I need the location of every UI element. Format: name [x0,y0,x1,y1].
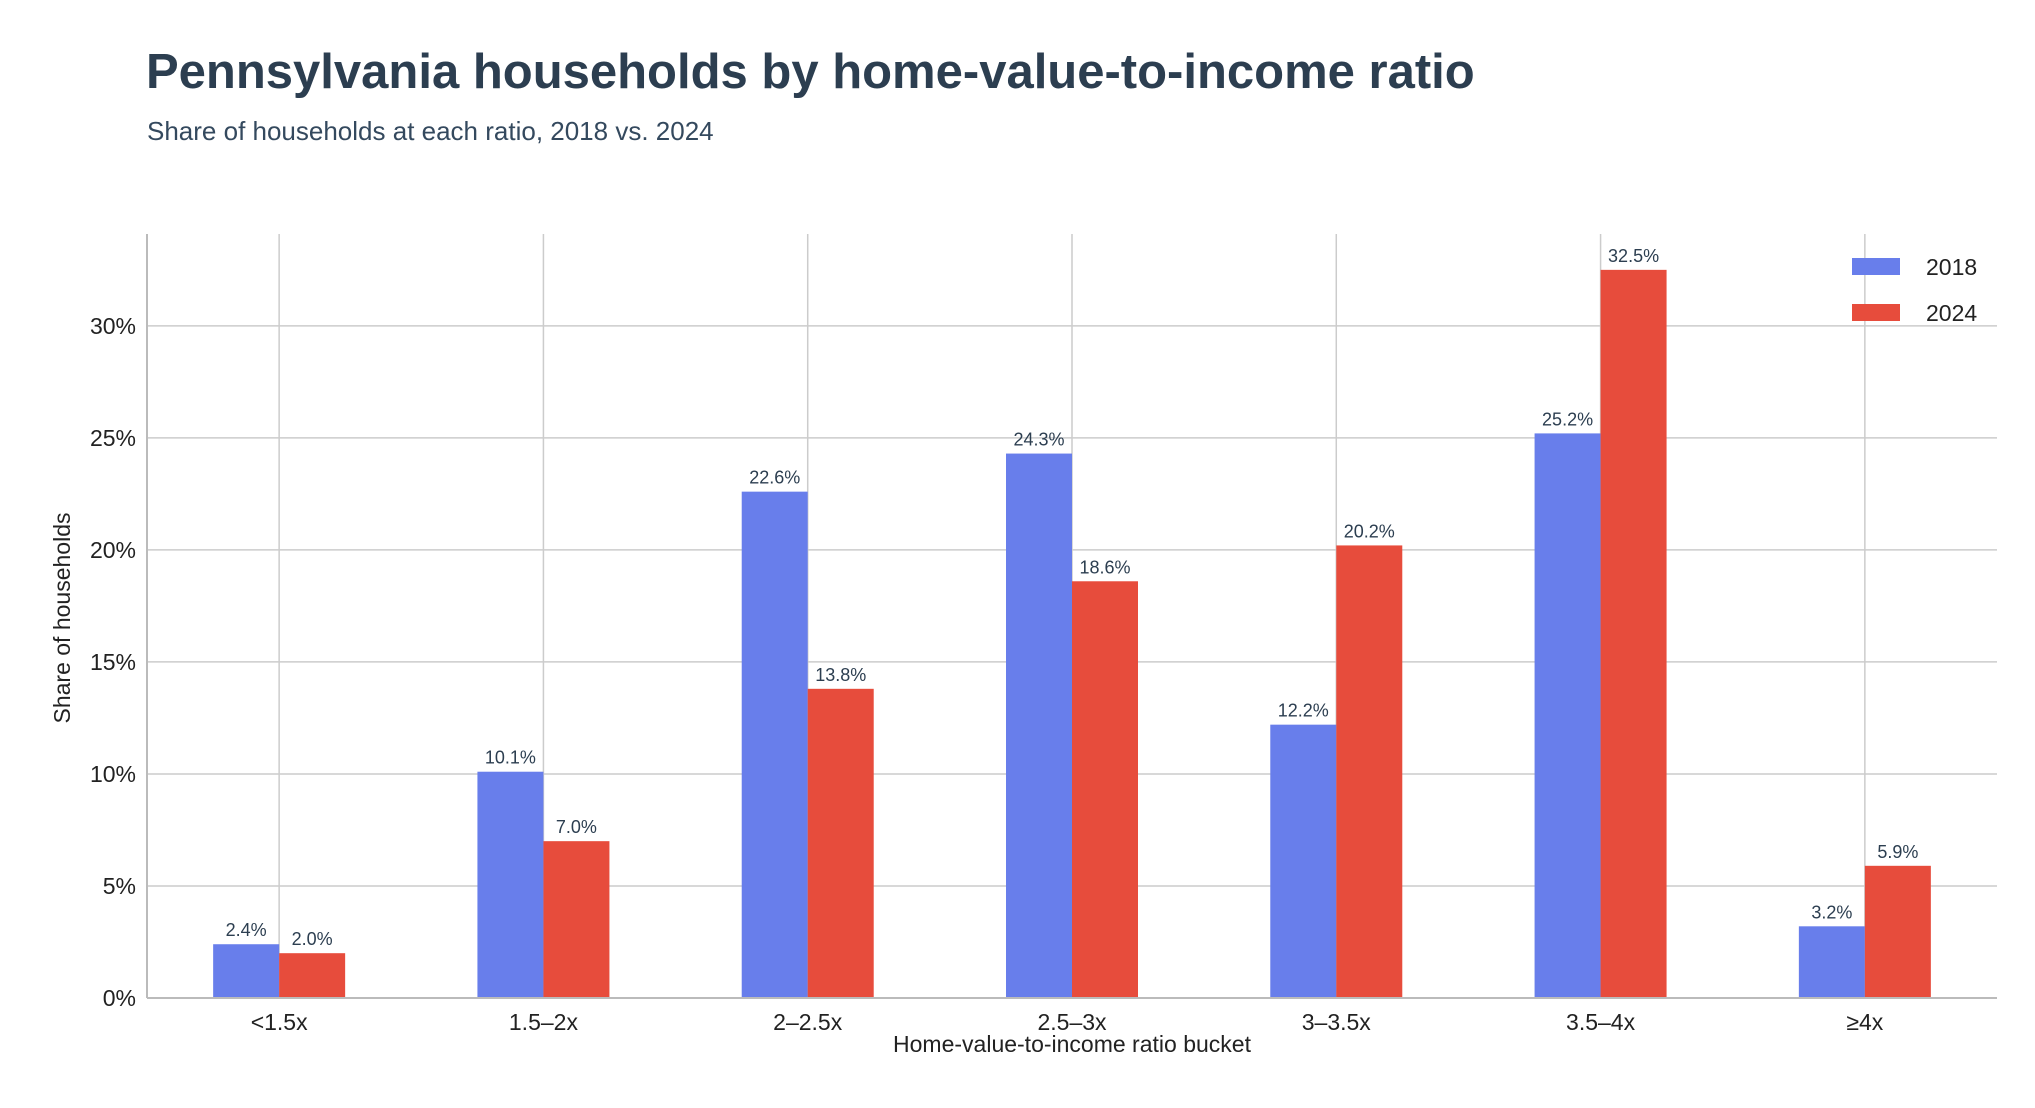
bar-2018 [1270,724,1337,998]
bar-2024 [807,688,874,998]
data-labels: 2.4% 10.1% 22.6% 24.3% 12.2% 25.2% 3.2% 2.0% 7.0… [226,246,1919,949]
bar-2018 [1006,453,1072,998]
bar-2024 [1864,865,1931,998]
data-label: 20.2% [1344,521,1395,541]
bars [213,269,1931,999]
legend-label: 2018 [1926,254,1977,280]
data-label: 22.6% [749,468,800,488]
data-label: 12.2% [1278,701,1329,721]
data-label: 2.4% [226,920,267,940]
data-label: 7.0% [556,817,597,837]
axes: 0% 5% 10% 15% 20% 25% 30% <1.5x 1.5–2x 2–2.5x 2.5–… [90,234,1997,1035]
legend-swatch [1852,258,1900,275]
data-label: 13.8% [815,665,866,685]
x-tick-label: 1.5–2x [509,1009,579,1035]
data-label: 32.5% [1608,246,1659,266]
bar-2018 [477,771,544,998]
data-label: 3.2% [1811,902,1852,922]
bar-2018 [741,491,808,998]
bar-2024 [1336,545,1403,998]
legend-swatch [1852,304,1900,321]
bar-2018 [1534,433,1601,999]
legend: 2018 2024 [1852,254,1977,326]
y-tick-label: 20% [90,537,136,563]
y-axis-label: Share of households [49,513,75,724]
y-tick-label: 10% [90,761,136,787]
data-label: 24.3% [1013,430,1064,450]
x-tick-label: 3–3.5x [1302,1009,1372,1035]
x-tick-label: <1.5x [251,1009,308,1035]
data-label: 25.2% [1542,409,1593,429]
x-tick-label: 3.5–4x [1566,1009,1636,1035]
chart-title: Pennsylvania households by home-value-to… [146,45,1475,99]
y-tick-label: 0% [103,985,136,1011]
x-tick-label: ≥4x [1846,1009,1883,1035]
data-label: 10.1% [485,748,536,768]
y-tick-label: 30% [90,313,136,339]
bar-2018 [213,944,280,998]
bar-2024 [279,953,346,998]
legend-label: 2024 [1926,300,1977,326]
bar-2018 [1798,926,1865,998]
chart-subtitle: Share of households at each ratio, 2018 … [147,116,714,146]
y-tick-label: 5% [103,873,136,899]
x-tick-label: 2–2.5x [773,1009,843,1035]
bar-2024 [1072,581,1138,998]
y-tick-label: 15% [90,649,136,675]
data-label: 5.9% [1877,842,1918,862]
data-label: 18.6% [1079,557,1130,577]
data-label: 2.0% [292,929,333,949]
y-tick-label: 25% [90,425,136,451]
bar-2024 [1600,269,1667,998]
x-axis-label: Home-value-to-income ratio bucket [893,1031,1252,1057]
bar-2024 [543,841,610,998]
x-tick-label: 2.5–3x [1037,1009,1107,1035]
